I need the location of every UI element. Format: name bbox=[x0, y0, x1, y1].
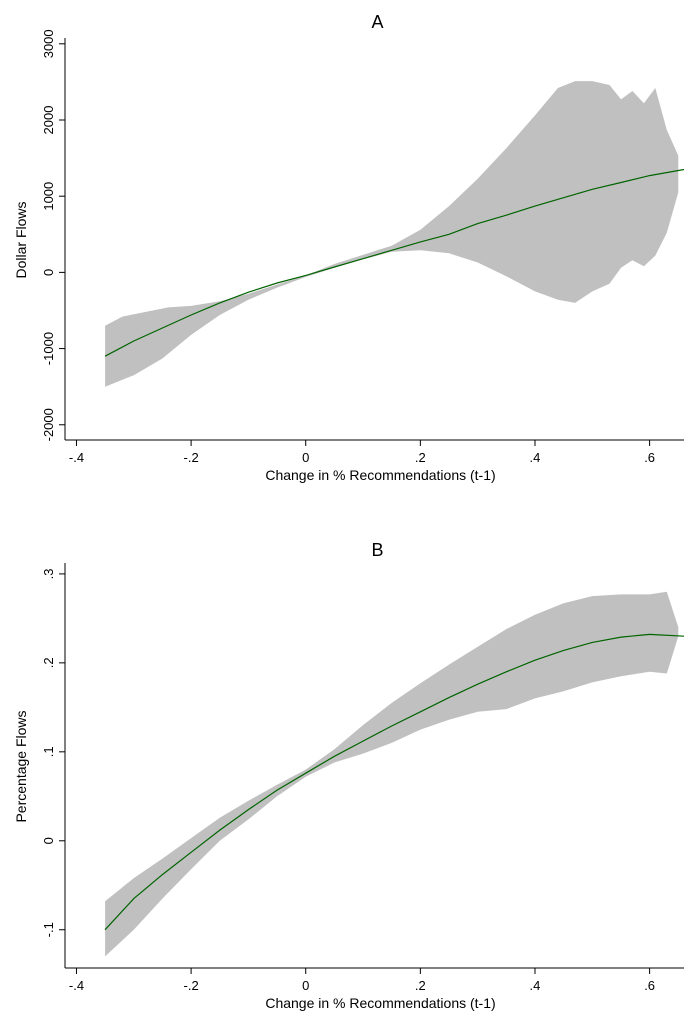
panel-b-y-tick-label: -.1 bbox=[41, 922, 56, 937]
panel-a-confidence-band bbox=[105, 81, 679, 387]
panel-b-y-tick-label: .3 bbox=[41, 568, 56, 579]
panel-b-x-axis-title: Change in % Recommendations (t-1) bbox=[265, 995, 495, 1011]
panel-b: -.4 -.2 0 .2 .4 .6 -.1 0 .1 .2 .3 B Change in % Reco… bbox=[13, 540, 685, 1011]
panel-a-x-tick-label: .6 bbox=[644, 450, 655, 465]
panel-a-y-tick-label: 3000 bbox=[41, 29, 56, 58]
panel-a-x-tick-label: -.4 bbox=[69, 450, 84, 465]
panel-b-x-tick-label: .4 bbox=[530, 978, 541, 993]
panel-a: -.4 -.2 0 .2 .4 .6 -2000 -1000 0 1000 2000 3000 A Cha… bbox=[13, 12, 685, 483]
panel-a-x-axis-title: Change in % Recommendations (t-1) bbox=[265, 467, 495, 483]
panel-a-fit-line bbox=[104, 168, 685, 357]
panel-a-y-tick-label: 0 bbox=[41, 269, 56, 276]
panel-b-y-tick-label: 0 bbox=[41, 837, 56, 844]
panel-b-confidence-band bbox=[105, 591, 679, 957]
panel-a-y-tick-label: -2000 bbox=[41, 408, 56, 441]
panel-a-title: A bbox=[371, 12, 383, 32]
panel-b-y-axis-title: Percentage Flows bbox=[13, 710, 29, 822]
panel-a-y-tick-label: -1000 bbox=[41, 332, 56, 365]
panel-b-x-tick-label: -.4 bbox=[69, 978, 84, 993]
panel-b-x-tick-label: 0 bbox=[302, 978, 309, 993]
panel-b-x-tick-label: -.2 bbox=[184, 978, 199, 993]
panel-a-x-tick-label: .4 bbox=[530, 450, 541, 465]
panel-b-title: B bbox=[371, 540, 383, 560]
panel-b-x-tick-label: .6 bbox=[644, 978, 655, 993]
panel-a-y-tick-label: 1000 bbox=[41, 182, 56, 211]
panel-a-x-tick-label: .2 bbox=[415, 450, 426, 465]
panel-b-x-tick-label: .2 bbox=[415, 978, 426, 993]
panel-a-x-tick-label: 0 bbox=[302, 450, 309, 465]
panel-a-y-tick-label: 2000 bbox=[41, 106, 56, 135]
panel-b-y-tick-label: .2 bbox=[41, 657, 56, 668]
panel-a-y-axis-title: Dollar Flows bbox=[13, 201, 29, 278]
panel-b-fit-line bbox=[104, 633, 685, 931]
panel-b-y-tick-label: .1 bbox=[41, 746, 56, 757]
panel-a-x-tick-label: -.2 bbox=[184, 450, 199, 465]
